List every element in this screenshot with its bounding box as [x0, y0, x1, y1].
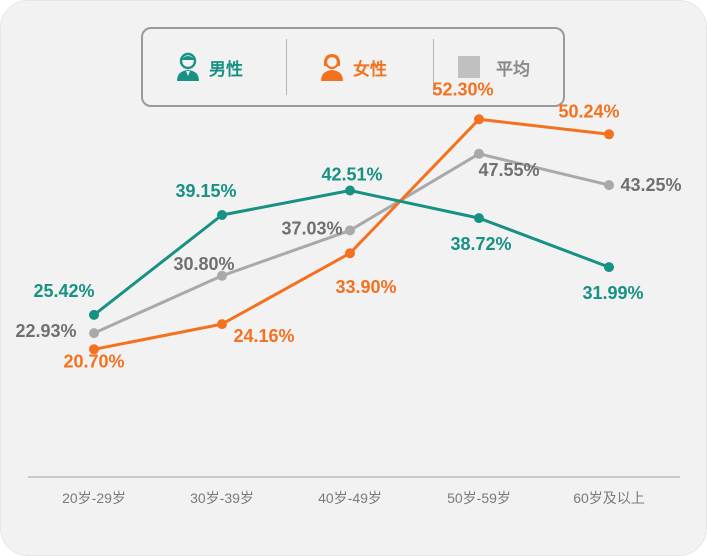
data-point-average[interactable] — [89, 328, 99, 339]
data-label-female: 24.16% — [233, 326, 294, 346]
data-label-female: 52.30% — [432, 79, 493, 99]
data-label-average: 30.80% — [173, 254, 234, 274]
data-label-male: 42.51% — [321, 165, 382, 185]
data-point-average[interactable] — [345, 225, 355, 236]
data-point-female[interactable] — [217, 319, 227, 330]
data-point-male[interactable] — [217, 210, 227, 220]
legend-label-average: 平均 — [496, 59, 530, 79]
legend-item-average[interactable]: 平均 — [458, 29, 530, 105]
data-label-male: 38.72% — [450, 234, 511, 254]
data-label-male: 31.99% — [582, 283, 643, 303]
data-label-female: 33.90% — [335, 277, 396, 297]
legend-divider — [433, 39, 434, 95]
male-person-icon — [177, 52, 199, 81]
legend-item-female[interactable]: 女性 — [319, 29, 387, 105]
data-point-male[interactable] — [604, 262, 614, 273]
data-point-female[interactable] — [345, 248, 355, 259]
legend-item-male[interactable]: 男性 — [175, 29, 243, 105]
data-label-female: 50.24% — [558, 101, 619, 121]
gray-square-icon — [458, 56, 480, 78]
data-point-male[interactable] — [345, 185, 355, 196]
data-label-female: 20.70% — [63, 351, 124, 371]
legend-label-male: 男性 — [209, 59, 243, 79]
x-tick-label: 50岁-59岁 — [447, 490, 511, 506]
data-point-average[interactable] — [474, 148, 484, 159]
x-tick-label: 60岁及以上 — [573, 490, 645, 506]
data-point-male[interactable] — [474, 213, 484, 224]
x-tick-label: 30岁-39岁 — [190, 490, 254, 506]
data-point-female[interactable] — [474, 114, 484, 125]
data-point-average[interactable] — [217, 270, 227, 281]
data-label-average: 37.03% — [281, 218, 342, 238]
data-label-average: 47.55% — [478, 160, 539, 180]
data-point-female[interactable] — [89, 344, 99, 355]
data-point-average[interactable] — [604, 180, 614, 191]
data-point-male[interactable] — [89, 309, 99, 320]
legend-divider — [286, 39, 287, 95]
female-person-icon — [321, 54, 343, 81]
legend-label-female: 女性 — [353, 59, 387, 79]
data-label-average: 43.25% — [620, 175, 681, 195]
data-point-female[interactable] — [604, 129, 614, 140]
x-tick-label: 40岁-49岁 — [318, 490, 382, 506]
legend: 男性 女性 平均 — [141, 27, 565, 107]
data-label-male: 39.15% — [175, 181, 236, 201]
x-tick-label: 20岁-29岁 — [62, 490, 126, 506]
data-label-male: 25.42% — [33, 281, 94, 301]
data-label-average: 22.93% — [15, 321, 76, 341]
